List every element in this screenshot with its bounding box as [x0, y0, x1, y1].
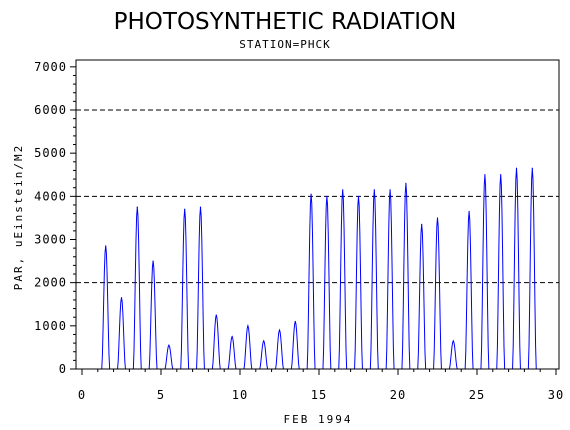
chart-subtitle: STATION=PHCK: [239, 38, 330, 51]
daily-peak-point: [531, 167, 533, 169]
y-tick-label: 4000: [34, 189, 67, 203]
x-tick-label: 0: [78, 388, 86, 402]
daily-peak-point: [515, 167, 518, 169]
x-tick-label: 15: [311, 388, 327, 402]
x-tick-label: 25: [469, 388, 485, 402]
daily-peak-point: [421, 223, 423, 225]
daily-peak-point: [199, 206, 202, 208]
daily-peak-point: [231, 336, 233, 338]
y-tick-label: 2000: [34, 276, 67, 290]
daily-peak-point: [184, 208, 186, 210]
daily-peak-point: [405, 182, 407, 184]
daily-peak-point: [373, 189, 375, 191]
daily-peak-point: [484, 174, 486, 176]
daily-peak-point: [215, 314, 217, 316]
daily-peak-point: [136, 206, 138, 208]
y-tick-label: 3000: [34, 233, 67, 247]
daily-peak-point: [389, 189, 391, 191]
x-axis: 0 5 10 15 20 25 30: [78, 369, 564, 402]
y-tick-label: 0: [59, 362, 67, 376]
daily-peak-point: [278, 329, 281, 331]
y-axis: 0 1000 2000 3000 4000 5000 6000 7000: [34, 60, 76, 376]
daily-peak-point: [326, 195, 328, 197]
chart-title: PHOTOSYNTHETIC RADIATION: [114, 9, 457, 35]
par-series-line: [97, 168, 541, 370]
daily-peak-point: [247, 325, 249, 327]
data-series: [97, 167, 541, 370]
x-tick-label: 20: [390, 388, 406, 402]
daily-peak-point: [452, 340, 454, 342]
daily-peak-point: [342, 189, 344, 191]
x-tick-label: 5: [157, 388, 165, 402]
daily-peak-point: [120, 297, 123, 299]
y-tick-label: 1000: [34, 319, 67, 333]
reference-lines: [76, 109, 559, 284]
plot-frame: [75, 59, 560, 370]
daily-peak-point: [263, 340, 265, 342]
x-tick-label: 30: [548, 388, 564, 402]
y-tick-label: 5000: [34, 146, 67, 160]
daily-peak-point: [105, 245, 107, 247]
daily-peak-point: [436, 217, 439, 219]
daily-peak-point: [310, 193, 312, 195]
y-axis-label: PAR, uEinstein/M2: [12, 144, 25, 291]
daily-peak-point: [500, 174, 502, 176]
x-axis-label: FEB 1994: [284, 413, 353, 426]
daily-peak-point: [357, 195, 360, 197]
daily-peak-point: [152, 260, 154, 262]
y-tick-label: 6000: [34, 103, 67, 117]
y-tick-label: 7000: [34, 60, 67, 74]
daily-peak-point: [468, 210, 470, 213]
x-tick-label: 10: [232, 388, 248, 402]
daily-peak-point: [294, 320, 296, 323]
daily-peak-point: [168, 344, 170, 346]
